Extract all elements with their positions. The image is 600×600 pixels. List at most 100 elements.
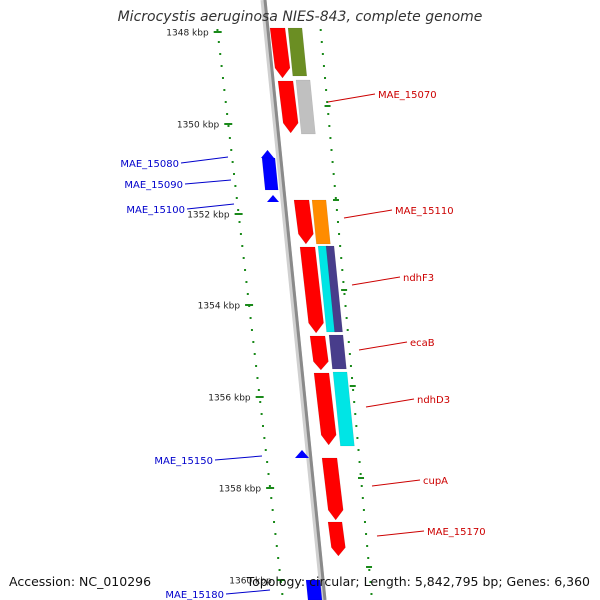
tick-dot: [237, 209, 240, 211]
tick-dot: [342, 281, 345, 283]
tick-dot: [360, 485, 363, 487]
tick-dot: [216, 29, 219, 31]
tick-dot: [354, 413, 357, 415]
tick-dot: [267, 473, 270, 475]
label-leader: [376, 530, 425, 537]
tick-dot: [239, 233, 242, 235]
tick-dot: [363, 521, 366, 523]
cds-arrow: [327, 521, 346, 557]
tick-dot: [259, 401, 262, 403]
tick-dot: [320, 41, 323, 43]
reverse-cds-arrow: [305, 579, 323, 600]
tick-dot: [250, 329, 253, 331]
tick-dot: [227, 125, 230, 127]
tick-dot: [361, 497, 364, 499]
tick-dot: [344, 305, 347, 307]
tick-dot: [367, 557, 370, 559]
tick-dot: [279, 581, 282, 583]
tick-dot: [245, 281, 248, 283]
reverse-cds-arrow: [267, 195, 279, 202]
genome-summary-text: Topology: circular; Length: 5,842,795 bp…: [246, 574, 590, 589]
tick-label: 1356 kbp: [208, 394, 251, 404]
label-leader: [371, 479, 421, 487]
tick-dot: [233, 173, 236, 175]
gene-labels: MAE_15070 MAE_15110 ndhF3 ecaB ndhD3 cupA MAE_…: [120, 90, 485, 600]
tick-label: 1358 kbp: [219, 485, 262, 495]
label-leader: [351, 276, 401, 286]
cds-arrow: [309, 335, 329, 371]
map-title: Microcystis aeruginosa NIES-843, complet…: [117, 9, 483, 25]
tick-dot: [238, 221, 241, 223]
tick-dot: [326, 101, 329, 103]
label-leader: [180, 156, 229, 164]
tick-dot: [264, 449, 267, 451]
tick-dot: [231, 161, 234, 163]
tick-dot: [260, 413, 263, 415]
tick-dot: [268, 485, 271, 487]
tick-track: 1348 kbp 1350 kbp 1352 kbp 1354 kbp 1356 kbp…: [166, 29, 373, 595]
tick-dot: [266, 461, 269, 463]
gene-label: MAE_15100: [126, 205, 185, 216]
tick-dot: [228, 137, 231, 139]
reverse-cds-arrow: [295, 450, 309, 458]
tick-dot: [330, 149, 333, 151]
gene-label: MAE_15150: [154, 456, 213, 467]
label-leader: [327, 93, 376, 103]
tick-dot: [359, 473, 362, 475]
tick-label: 1360 kbp: [229, 577, 272, 587]
gene-label: cupA: [423, 476, 448, 487]
gene-label: MAE_15110: [395, 206, 454, 217]
tick-dot: [340, 257, 343, 259]
tick-dot: [223, 89, 226, 91]
gene-label: MAE_15080: [120, 159, 179, 170]
tick-dot: [217, 41, 220, 43]
tick-label: 1348 kbp: [166, 29, 209, 39]
tick-dot: [366, 545, 369, 547]
tick-label: 1354 kbp: [198, 302, 241, 312]
tick-dot: [365, 533, 368, 535]
tick-dot: [329, 137, 332, 139]
gene-label: ecaB: [410, 338, 435, 349]
tick-dot: [362, 509, 365, 511]
tick-dot: [338, 233, 341, 235]
accession-text: Accession: NC_010296: [9, 574, 152, 589]
tick-dot: [348, 353, 351, 355]
tick-dot: [355, 425, 358, 427]
tick-dot: [341, 269, 344, 271]
gene-label: MAE_15170: [427, 527, 486, 538]
tick-dot: [325, 89, 328, 91]
tick-dot: [324, 77, 327, 79]
tick-dot: [349, 365, 352, 367]
tick-dot: [347, 341, 350, 343]
tick-dot: [346, 329, 349, 331]
backbone-line: [263, 0, 327, 600]
cds-arrow: [269, 27, 291, 79]
tick-dot: [261, 425, 264, 427]
tick-dot: [322, 65, 325, 67]
tick-dot: [270, 497, 273, 499]
tick-dot: [257, 389, 260, 391]
label-leader: [225, 589, 271, 595]
tick-dot: [234, 185, 237, 187]
tick-dot: [369, 581, 372, 583]
tick-dot: [274, 533, 277, 535]
tick-dot: [358, 461, 361, 463]
tick-dot: [334, 197, 337, 199]
tick-dot: [273, 521, 276, 523]
label-leader: [365, 398, 415, 408]
tick-dot: [253, 353, 256, 355]
tick-dot: [339, 245, 342, 247]
tick-dot: [244, 269, 247, 271]
label-leader: [186, 203, 235, 210]
cog-block: [332, 371, 355, 447]
tick-dot: [278, 569, 281, 571]
tick-dot: [252, 341, 255, 343]
tick-dot: [319, 29, 322, 31]
cds-arrow: [321, 457, 344, 521]
tick-dot: [343, 293, 346, 295]
tick-dot: [321, 53, 324, 55]
tick-dot: [345, 317, 348, 319]
tick-dot: [235, 197, 238, 199]
tick-dot: [352, 389, 355, 391]
